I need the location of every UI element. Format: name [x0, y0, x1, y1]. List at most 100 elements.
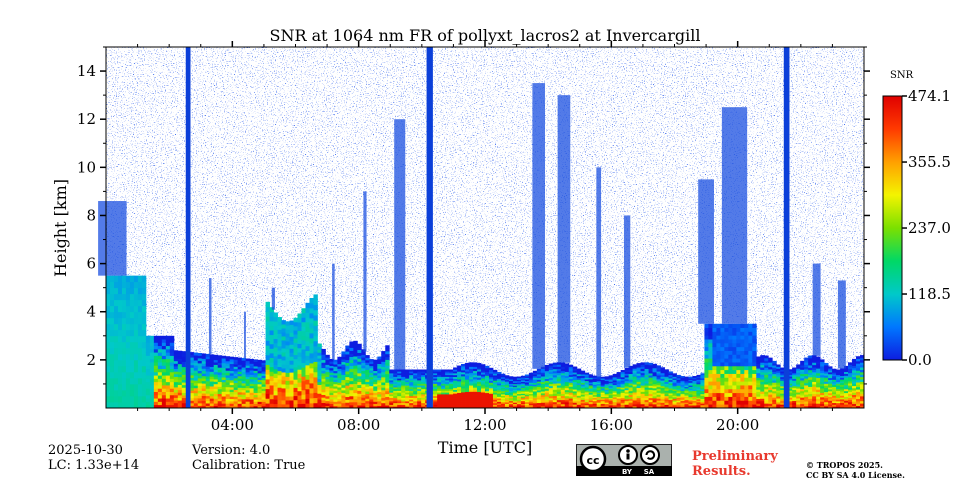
- heatmap-cell: [800, 392, 805, 396]
- heatmap-cell: [520, 391, 526, 394]
- heatmap-cell: [253, 374, 258, 378]
- heatmap-cell: [385, 390, 390, 395]
- heatmap-cell: [588, 406, 594, 409]
- heatmap-cell: [832, 372, 837, 375]
- heatmap-cell: [608, 403, 614, 406]
- heatmap-cell: [277, 337, 282, 343]
- heatmap-cell: [600, 395, 606, 398]
- heatmap-cell: [445, 395, 450, 398]
- heatmap-cell: [700, 381, 705, 384]
- heatmap-cell: [852, 374, 857, 378]
- heatmap-cell: [512, 402, 518, 405]
- heatmap-cell: [648, 366, 653, 370]
- heatmap-cell: [181, 377, 187, 380]
- heatmap-cell: [257, 401, 262, 405]
- heatmap-cell: [768, 373, 773, 377]
- heatmap-cell: [321, 381, 326, 385]
- heatmap-cell: [337, 363, 342, 367]
- heatmap-cell: [217, 398, 223, 402]
- heatmap-cell: [848, 385, 853, 388]
- heatmap-cell: [217, 362, 223, 366]
- heatmap-cell: [297, 373, 302, 379]
- heatmap-cell: [329, 376, 334, 380]
- heatmap-cell: [293, 395, 298, 401]
- heatmap-cell: [297, 377, 302, 383]
- heatmap-cell: [780, 376, 785, 379]
- heatmap-cell: [217, 386, 223, 390]
- heatmap-cell: [552, 403, 558, 407]
- heatmap-cell: [520, 393, 526, 396]
- heatmap-cell: [708, 377, 713, 382]
- heatmap-cell: [341, 395, 346, 399]
- heatmap-cell: [648, 381, 653, 384]
- heatmap-cell: [421, 380, 426, 383]
- heatmap-cell: [828, 398, 833, 401]
- heatmap-cell: [165, 335, 171, 340]
- heatmap-cell: [253, 405, 258, 409]
- heatmap-cell: [381, 402, 386, 406]
- heatmap-cell: [580, 382, 586, 385]
- heatmap-cell: [205, 393, 211, 397]
- heatmap-cell: [337, 396, 342, 400]
- heatmap-cell: [608, 402, 614, 404]
- heatmap-cell: [748, 369, 753, 374]
- heatmap-cell: [213, 388, 219, 392]
- heatmap-cell: [624, 400, 630, 403]
- heatmap-cell: [800, 362, 805, 366]
- heatmap-cell: [333, 394, 338, 398]
- heatmap-cell: [397, 406, 402, 409]
- heatmap-cell: [413, 402, 418, 405]
- heatmap-cell: [780, 374, 785, 378]
- heatmap-cell: [465, 373, 470, 376]
- heatmap-cell: [848, 383, 853, 386]
- heatmap-cell: [860, 403, 865, 406]
- heatmap-cell: [121, 311, 127, 319]
- heatmap-cell: [457, 371, 462, 374]
- heatmap-cell: [844, 390, 849, 394]
- heatmap-cell: [417, 404, 422, 407]
- heatmap-cell: [720, 396, 725, 401]
- heatmap-cell: [744, 392, 749, 397]
- heatmap-cell: [125, 395, 131, 403]
- heatmap-cell: [437, 378, 442, 381]
- heatmap-cell: [177, 366, 183, 370]
- heatmap-cell: [560, 366, 566, 370]
- heatmap-cell: [712, 362, 717, 367]
- heatmap-cell: [445, 378, 450, 381]
- heatmap-cell: [572, 392, 578, 396]
- heatmap-cell: [325, 359, 330, 363]
- heatmap-cell: [496, 383, 502, 386]
- heatmap-cell: [832, 384, 837, 387]
- heatmap-cell: [812, 367, 817, 370]
- heatmap-cell: [157, 358, 163, 363]
- heatmap-cell: [704, 396, 709, 401]
- heatmap-cell: [337, 403, 342, 407]
- heatmap-cell: [636, 373, 641, 376]
- heatmap-cell: [437, 392, 442, 395]
- heatmap-cell: [173, 358, 179, 362]
- heatmap-cell: [445, 399, 450, 402]
- heatmap-cell: [121, 341, 127, 349]
- heatmap-cell: [197, 375, 203, 379]
- heatmap-cell: [237, 359, 243, 363]
- heatmap-cell: [469, 393, 474, 396]
- heatmap-cell: [692, 399, 697, 402]
- heatmap-cell: [125, 347, 131, 355]
- heatmap-cell: [580, 379, 586, 382]
- heatmap-cell: [796, 390, 801, 393]
- heatmap-cell: [792, 395, 797, 398]
- heatmap-cell: [584, 377, 590, 380]
- heatmap-cell: [169, 365, 175, 370]
- heatmap-cell: [481, 398, 486, 401]
- heatmap-cell: [488, 375, 494, 378]
- heatmap-cell: [572, 377, 578, 381]
- heatmap-cell: [560, 372, 566, 376]
- heatmap-cell: [221, 365, 227, 369]
- heatmap-cell: [524, 400, 530, 403]
- heatmap-cell: [385, 382, 390, 386]
- heatmap-cell: [744, 354, 749, 359]
- heatmap-cell: [241, 358, 247, 361]
- heatmap-cell: [477, 377, 482, 380]
- heatmap-cell: [560, 383, 566, 386]
- heatmap-cell: [660, 393, 665, 396]
